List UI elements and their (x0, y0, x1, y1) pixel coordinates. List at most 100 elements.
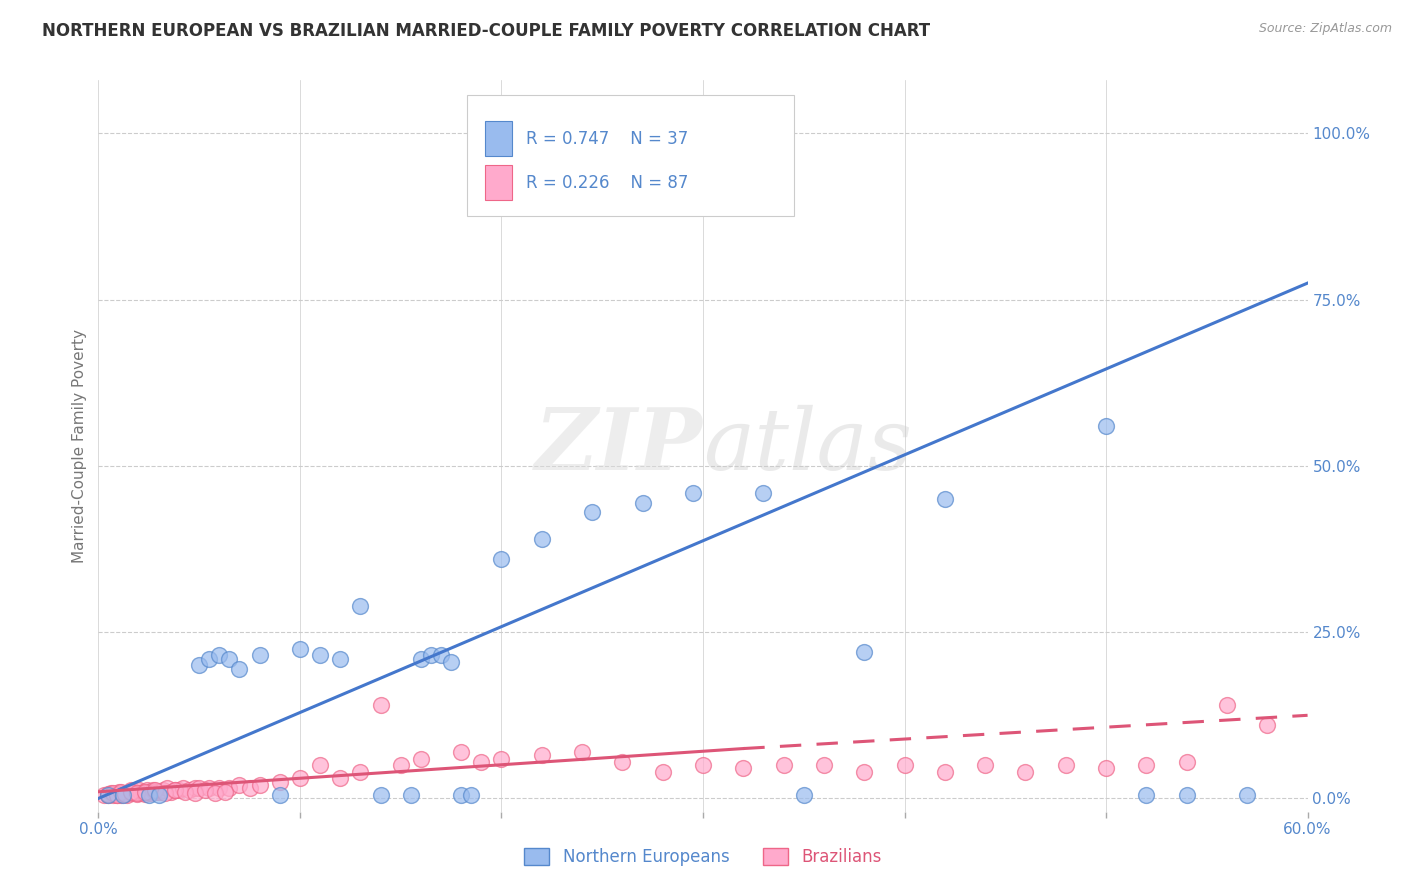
Point (198, 652, 221, 666)
Point (120, 785, 142, 799)
Point (153, 786, 176, 800)
Point (124, 785, 146, 799)
Point (772, 758, 794, 772)
Point (249, 778, 271, 792)
Point (1135, 758, 1157, 772)
Text: Source: ZipAtlas.com: Source: ZipAtlas.com (1258, 22, 1392, 36)
Point (204, 786, 226, 800)
Point (249, 648, 271, 663)
Point (118, 785, 141, 799)
Point (491, 751, 513, 765)
Point (530, 532, 553, 546)
Point (105, 788, 128, 802)
Point (194, 783, 217, 797)
Point (129, 786, 152, 800)
Point (228, 778, 250, 792)
Point (309, 758, 332, 772)
Point (172, 781, 194, 796)
Point (389, 758, 412, 772)
Point (93, 788, 115, 802)
Point (1216, 698, 1239, 713)
Point (612, 755, 634, 769)
Point (148, 788, 170, 802)
Point (450, 788, 472, 802)
Point (934, 492, 956, 507)
Point (1175, 755, 1198, 769)
Point (329, 772, 352, 786)
Point (111, 788, 134, 802)
Point (288, 641, 311, 656)
Point (114, 787, 136, 801)
Point (692, 758, 714, 772)
Point (148, 785, 170, 799)
Point (128, 783, 150, 797)
FancyBboxPatch shape (485, 121, 512, 156)
Point (631, 495, 654, 509)
Point (733, 762, 755, 776)
Point (409, 751, 432, 765)
Point (329, 652, 352, 666)
Point (138, 785, 160, 799)
Point (269, 774, 291, 789)
Point (214, 785, 236, 799)
Point (288, 772, 311, 786)
Point (853, 764, 876, 779)
Point (1014, 764, 1036, 779)
FancyBboxPatch shape (467, 95, 793, 216)
Point (97, 788, 120, 802)
Point (134, 785, 156, 799)
Point (184, 781, 207, 796)
Point (101, 788, 124, 802)
Point (793, 788, 815, 802)
Point (101, 786, 124, 800)
Point (571, 745, 593, 759)
Legend: Northern Europeans, Brazilians: Northern Europeans, Brazilians (517, 841, 889, 873)
Point (110, 785, 132, 799)
Point (813, 758, 835, 772)
Point (107, 785, 129, 799)
Point (228, 662, 250, 676)
Point (110, 788, 132, 802)
Point (97, 788, 120, 802)
Point (893, 758, 915, 772)
Text: atlas: atlas (703, 405, 912, 487)
Point (152, 783, 174, 797)
Point (120, 783, 142, 797)
Point (470, 755, 492, 769)
Point (1236, 788, 1258, 802)
Point (218, 652, 240, 666)
Point (974, 758, 997, 772)
Point (581, 506, 603, 520)
Point (430, 648, 453, 663)
Point (752, 485, 775, 500)
Point (167, 783, 190, 797)
Point (134, 787, 156, 801)
Point (399, 788, 422, 802)
Point (163, 783, 186, 797)
Point (198, 781, 221, 796)
Point (409, 652, 432, 666)
Text: R = 0.747    N = 37: R = 0.747 N = 37 (526, 130, 689, 148)
Point (370, 788, 392, 802)
Point (114, 787, 136, 801)
Point (491, 552, 513, 566)
Point (420, 648, 443, 663)
Point (132, 785, 155, 799)
Point (188, 781, 211, 796)
Point (349, 764, 371, 779)
Point (1135, 788, 1157, 802)
Point (370, 698, 392, 713)
Point (142, 783, 165, 797)
Point (125, 787, 148, 801)
Point (1095, 419, 1118, 434)
Point (156, 781, 179, 796)
Point (682, 485, 704, 500)
Point (115, 788, 138, 802)
Point (188, 658, 211, 673)
Point (1054, 758, 1077, 772)
Text: ZIP: ZIP (536, 404, 703, 488)
Y-axis label: Married-Couple Family Poverty: Married-Couple Family Poverty (72, 329, 87, 563)
Point (184, 786, 207, 800)
Point (138, 788, 160, 802)
Point (100, 786, 122, 800)
